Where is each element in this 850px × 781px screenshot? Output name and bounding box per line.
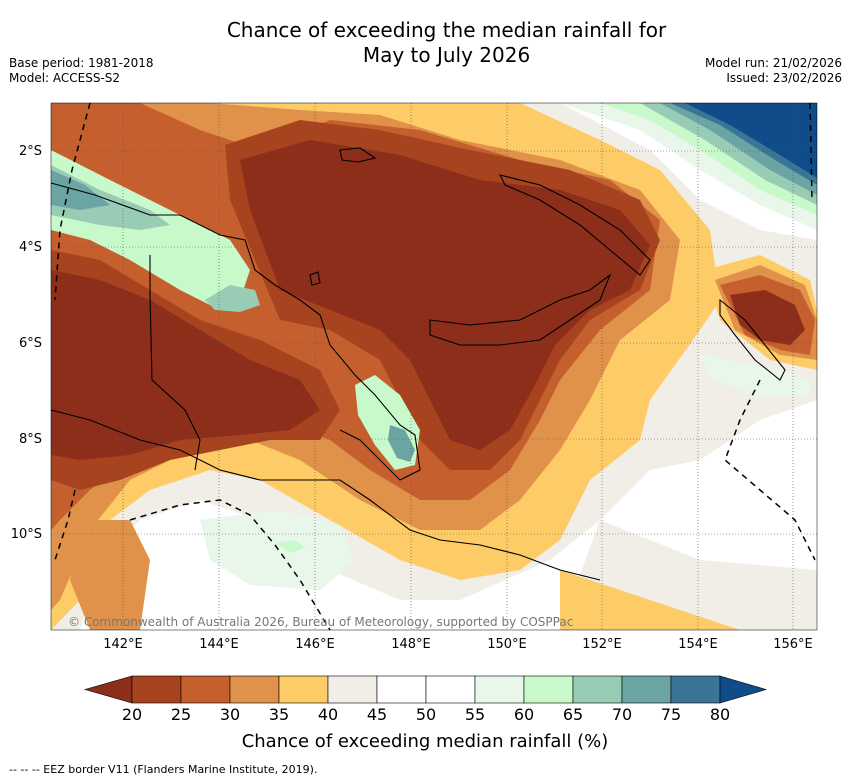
band-60-65-nw: [51, 150, 250, 310]
colorbar-tick-label: 50: [415, 705, 437, 724]
y-tick-label: 8°S: [19, 432, 42, 447]
eez-borders: [54, 102, 816, 631]
colorbar-segment: [572, 675, 623, 704]
map-attribution: © Commonwealth of Australia 2026, Bureau…: [68, 615, 573, 629]
band-35-40-southeast: [560, 570, 740, 630]
colorbar-segment: [523, 675, 574, 704]
band-65-70-inland: [205, 285, 260, 312]
x-tick-label: 156°E: [773, 637, 813, 652]
colorbar-arrow-low: [83, 675, 133, 704]
karkar-island: [309, 271, 321, 286]
band-above-80-ne: [685, 103, 817, 178]
manus-island: [339, 147, 377, 163]
x-tick-label: 148°E: [391, 637, 431, 652]
eez-border-ne: [809, 102, 813, 201]
band-60-65-south: [275, 540, 305, 553]
bougainville: [719, 298, 786, 381]
y-axis-ticks: 2°S 4°S 6°S 8°S 10°S: [11, 144, 42, 542]
title-line-1: Chance of exceeding the median rainfall …: [226, 18, 667, 42]
colorbar-segment: [278, 675, 329, 704]
colorbar-segment: [229, 675, 280, 704]
colorbar-segment: [131, 675, 182, 704]
x-tick-label: 144°E: [199, 637, 239, 652]
model-run: Model run: 21/02/2026: [704, 56, 842, 70]
map-fill: [51, 103, 817, 630]
eez-border-east: [724, 379, 816, 561]
colorbar-segment: [621, 675, 672, 704]
colorbar-segment: [376, 675, 427, 704]
colorbar-arrow-high: [719, 675, 768, 704]
base-period: Base period: 1981-2018: [9, 56, 154, 70]
x-tick-label: 154°E: [678, 637, 718, 652]
eez-border-sw: [54, 489, 76, 561]
new-guinea-south-coast: [50, 409, 601, 581]
colorbar-tick-label: 55: [464, 705, 486, 724]
y-tick-label: 4°S: [19, 240, 42, 255]
new-guinea-north-coast: [50, 182, 421, 481]
grid-lines: [51, 103, 817, 630]
y-tick-label: 10°S: [11, 527, 42, 542]
colorbar-segment: [180, 675, 231, 704]
meta-left: Base period: 1981-2018 Model: ACCESS-S2: [9, 56, 154, 86]
y-tick-label: 6°S: [19, 336, 42, 351]
colorbar-tick-label: 35: [268, 705, 290, 724]
colorbar-tick-label: 65: [562, 705, 584, 724]
colorbar-tick-label: 25: [170, 705, 192, 724]
x-tick-label: 150°E: [487, 637, 527, 652]
meta-right: Model run: 21/02/2026 Issued: 23/02/2026: [705, 56, 842, 86]
colorbar-tick-label: 30: [219, 705, 241, 724]
map-frame: [50, 102, 818, 631]
x-tick-label: 146°E: [295, 637, 335, 652]
coastlines: [50, 147, 786, 581]
border-indonesia-png: [149, 255, 201, 471]
y-tick-label: 2°S: [19, 144, 42, 159]
colorbar-tick-label: 75: [660, 705, 682, 724]
eez-legend-footer: -- -- -- EEZ border V11 (Flanders Marine…: [9, 763, 318, 776]
x-tick-label: 142°E: [103, 637, 143, 652]
colorbar-tick-label: 45: [366, 705, 388, 724]
colorbar-tick-label: 80: [709, 705, 731, 724]
band-55-60-east: [700, 355, 810, 395]
issued-date: Issued: 23/02/2026: [726, 71, 842, 85]
band-30-35-west: [70, 520, 150, 630]
eez-border-west: [54, 102, 91, 301]
band-55-60-south: [200, 510, 355, 590]
colorbar-tick-label: 70: [611, 705, 633, 724]
map-title: Chance of exceeding the median rainfall …: [0, 18, 850, 68]
new-ireland: [498, 174, 651, 276]
band-below-20-west: [51, 270, 320, 460]
colorbar-label: Chance of exceeding median rainfall (%): [241, 731, 609, 752]
x-tick-label: 152°E: [582, 637, 622, 652]
colorbar-tick-label: 20: [121, 705, 143, 724]
colorbar-segment: [425, 675, 476, 704]
colorbar: [83, 675, 768, 704]
colorbar-tick-label: 60: [513, 705, 535, 724]
band-65-70-nw: [51, 165, 170, 230]
new-britain: [429, 273, 612, 346]
colorbar-segment: [474, 675, 525, 704]
band-70-75-central: [388, 425, 415, 462]
x-axis-ticks: 142°E 144°E 146°E 148°E 150°E 152°E 154°…: [103, 637, 813, 652]
band-below-20: [240, 140, 650, 450]
band-below-20-east: [730, 290, 805, 345]
model-name: Model: ACCESS-S2: [9, 71, 121, 85]
colorbar-segment: [327, 675, 378, 704]
title-line-2: May to July 2026: [362, 43, 531, 67]
eez-border-south: [129, 499, 331, 631]
colorbar-segment: [670, 675, 721, 704]
colorbar-tick-label: 40: [317, 705, 339, 724]
